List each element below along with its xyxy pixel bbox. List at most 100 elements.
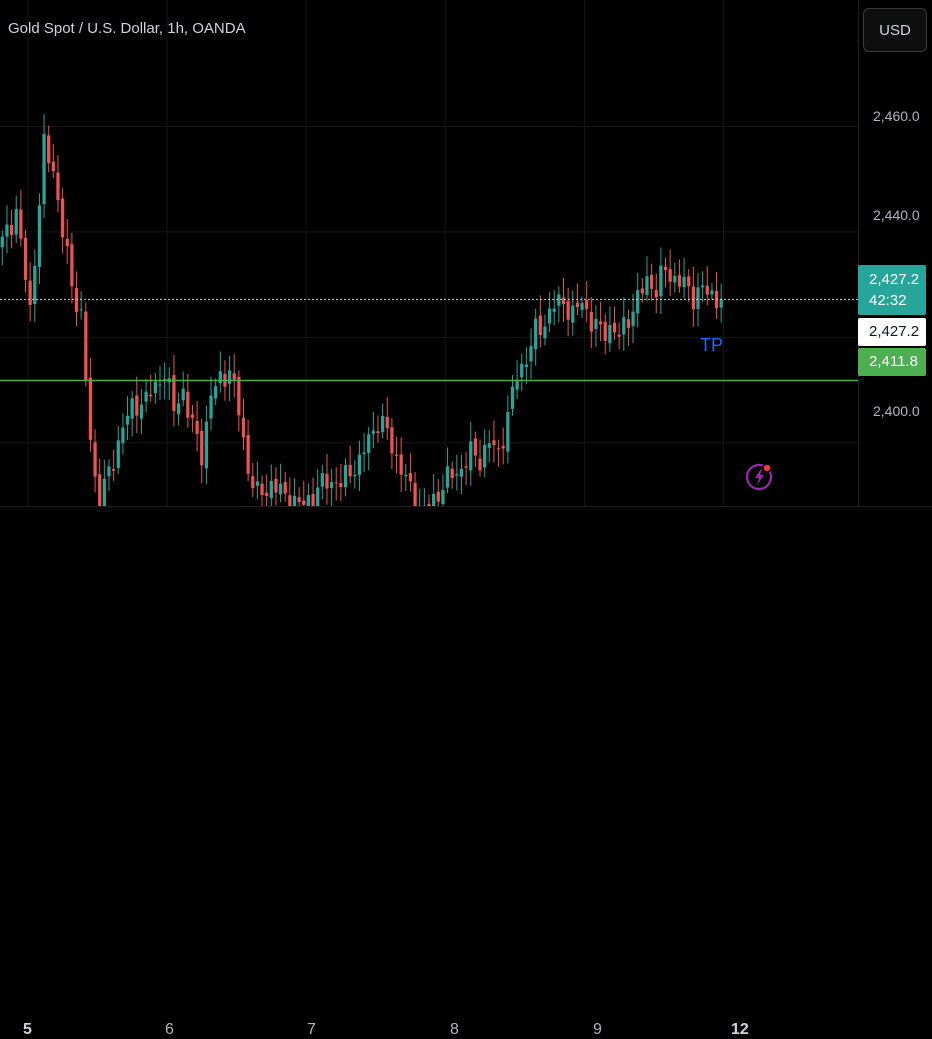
- candle-body: [432, 494, 435, 506]
- candle-body: [311, 494, 314, 506]
- candle-body: [576, 303, 579, 307]
- candle-body: [256, 481, 259, 485]
- candle-body: [474, 438, 477, 455]
- candle-body: [80, 309, 83, 310]
- price-tick: 2,460.0: [873, 108, 920, 124]
- candle-body: [553, 309, 556, 312]
- candle-body: [1, 237, 4, 248]
- candle-body: [195, 421, 198, 434]
- candle-body: [608, 325, 611, 343]
- time-label: 6: [165, 1021, 174, 1039]
- time-label: 12: [731, 1021, 749, 1039]
- candle-body: [706, 286, 709, 295]
- time-axis[interactable]: 5 6 7 8 9 12: [0, 506, 932, 550]
- candle-body: [710, 290, 713, 294]
- lightning-bolt-icon[interactable]: [744, 460, 776, 492]
- candle-body: [358, 455, 361, 475]
- candle-body: [478, 458, 481, 470]
- candle-body: [214, 386, 217, 398]
- time-label: 7: [307, 1021, 316, 1039]
- candle-body: [42, 134, 45, 204]
- candle-body: [339, 483, 342, 487]
- candle-body: [233, 373, 236, 379]
- candle-body: [669, 269, 672, 282]
- candle-body: [251, 476, 254, 488]
- candle-body: [284, 482, 287, 493]
- candle-body: [590, 312, 593, 332]
- candle-body: [288, 495, 291, 506]
- candle-body: [89, 378, 92, 440]
- candle-body: [260, 484, 263, 495]
- candle-body: [149, 395, 152, 396]
- candle-body: [506, 412, 509, 452]
- candle-body: [66, 239, 69, 246]
- candle-body: [413, 483, 416, 506]
- candle-body: [631, 312, 634, 326]
- candle-body: [376, 431, 379, 433]
- candle-body: [265, 493, 268, 496]
- candle-body: [144, 392, 147, 402]
- candle-body: [140, 405, 143, 419]
- time-label: 8: [450, 1021, 459, 1039]
- price-axis[interactable]: 2,460.0 2,440.0 2,400.0: [858, 0, 932, 506]
- candle-body: [687, 276, 690, 286]
- candle-body: [395, 455, 398, 456]
- candle-body: [135, 395, 138, 415]
- candle-body: [186, 392, 189, 418]
- candle-body: [191, 414, 194, 417]
- candle-body: [15, 209, 18, 235]
- candle-body: [10, 225, 13, 235]
- candle-body: [613, 323, 616, 333]
- candle-body: [237, 377, 240, 415]
- candle-body: [585, 300, 588, 309]
- candle-body: [515, 380, 518, 389]
- candle-body: [61, 199, 64, 238]
- candle-body: [460, 469, 463, 477]
- candle-body: [659, 266, 662, 297]
- currency-button[interactable]: USD: [863, 8, 927, 52]
- candle-body: [177, 403, 180, 414]
- candle-body: [19, 210, 22, 239]
- candle-body: [548, 309, 551, 324]
- candle-body: [5, 225, 8, 237]
- candle-body: [604, 322, 607, 341]
- candle-body: [353, 475, 356, 477]
- last-price-tag: 2,427.2: [858, 318, 926, 346]
- candle-body: [539, 315, 542, 335]
- candle-body: [205, 422, 208, 469]
- candle-body: [599, 321, 602, 324]
- candle-body: [321, 473, 324, 487]
- candle-body: [274, 479, 277, 493]
- candle-body: [455, 474, 458, 475]
- candle-body: [594, 319, 597, 329]
- candle-body: [529, 346, 532, 361]
- candle-body: [335, 483, 338, 484]
- candle-body: [497, 448, 500, 449]
- candle-body: [520, 364, 523, 377]
- price-tick: 2,400.0: [873, 403, 920, 419]
- price-chart[interactable]: [0, 0, 858, 506]
- candle-body: [386, 417, 389, 428]
- candle-body: [441, 490, 444, 504]
- candle-body: [103, 479, 106, 506]
- candle-body: [242, 418, 245, 438]
- candle-body: [117, 440, 120, 468]
- price-tick: 2,440.0: [873, 207, 920, 223]
- time-label: 5: [23, 1021, 32, 1039]
- candle-body: [247, 435, 250, 474]
- candle-body: [571, 306, 574, 323]
- candle-body: [437, 492, 440, 502]
- candle-body: [511, 386, 514, 408]
- candle-body: [121, 428, 124, 444]
- time-label: 9: [593, 1021, 602, 1039]
- candle-body: [131, 398, 134, 418]
- candle-body: [618, 335, 621, 337]
- candle-body: [325, 474, 328, 489]
- candle-body: [622, 317, 625, 334]
- candle-body: [367, 434, 370, 453]
- candle-body: [701, 286, 704, 288]
- candle-body: [330, 482, 333, 488]
- current-price-value: 2,427.2: [869, 269, 926, 290]
- candle-body: [469, 441, 472, 470]
- candle-body: [302, 501, 305, 505]
